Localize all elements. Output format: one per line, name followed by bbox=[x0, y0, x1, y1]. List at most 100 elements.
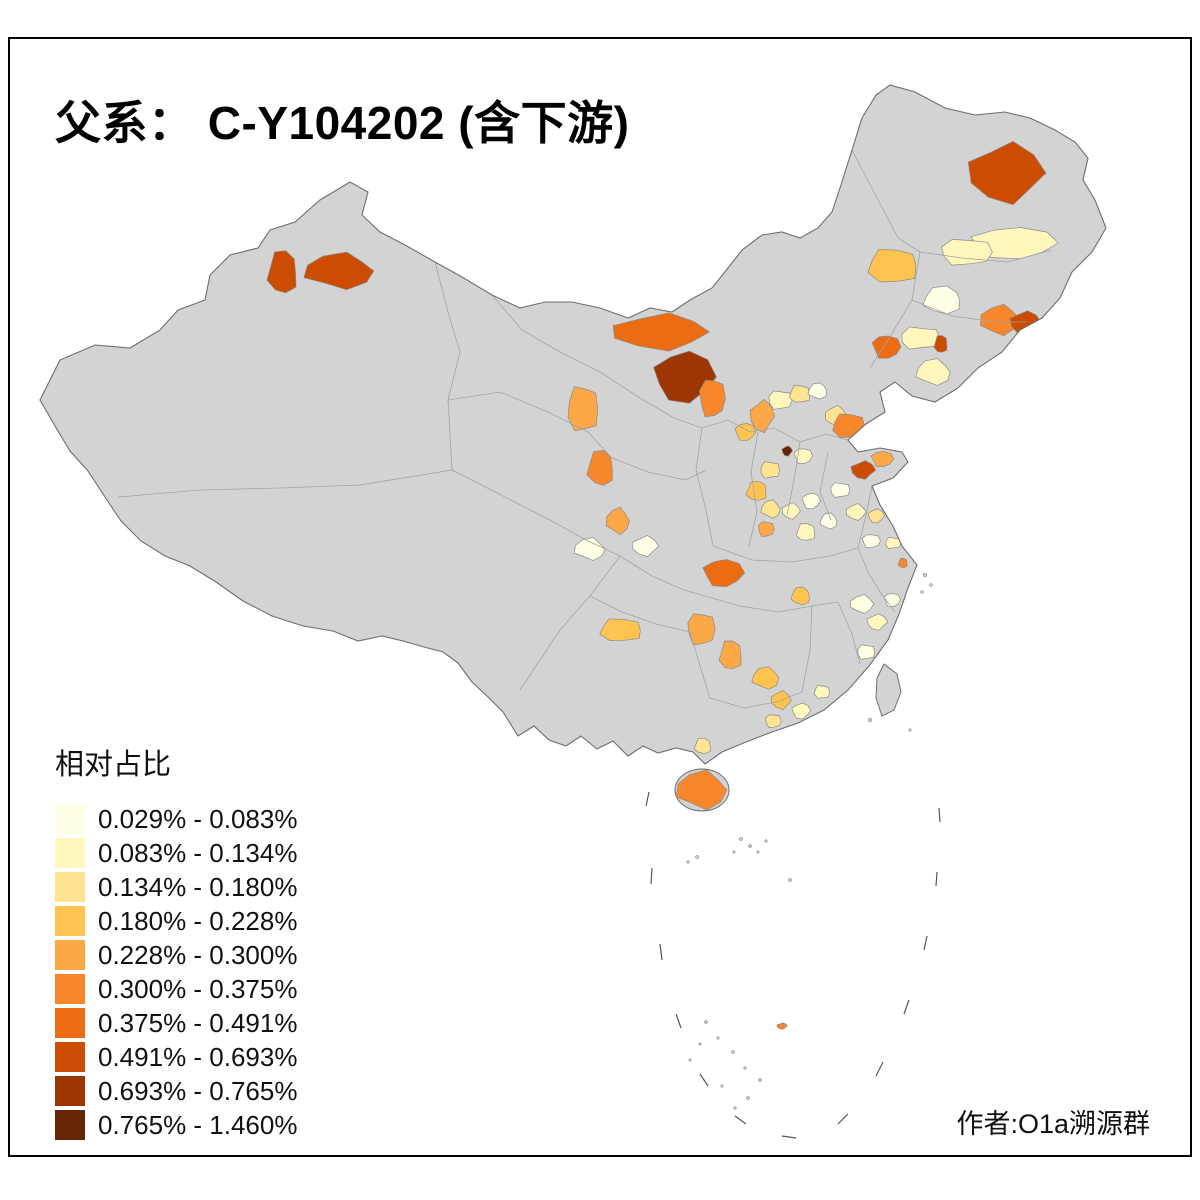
legend-label: 0.765% - 1.460% bbox=[98, 1109, 298, 1140]
region-patch bbox=[870, 451, 895, 467]
legend-row: 0.765% - 1.460% bbox=[55, 1108, 297, 1142]
region-patch bbox=[832, 413, 865, 438]
island-dot bbox=[688, 1058, 692, 1062]
region-patch bbox=[734, 423, 757, 442]
region-patch bbox=[586, 450, 613, 486]
nine-dash-line-segment bbox=[781, 1135, 797, 1139]
region-patch bbox=[687, 613, 716, 646]
nine-dash-line-segment bbox=[837, 1113, 849, 1125]
island-dot bbox=[756, 850, 760, 854]
region-patch bbox=[933, 335, 948, 353]
region-patch bbox=[788, 385, 810, 403]
region-patch bbox=[866, 613, 889, 631]
region-patch bbox=[631, 535, 660, 557]
legend-label: 0.180% - 0.228% bbox=[98, 905, 298, 936]
legend-label: 0.375% - 0.491% bbox=[98, 1007, 298, 1038]
nine-dash-line-segment bbox=[734, 1115, 747, 1125]
region-patch bbox=[760, 499, 781, 519]
attribution: 作者:O1a溯源群 bbox=[956, 1109, 1150, 1139]
nine-dash-line-segment bbox=[938, 807, 941, 823]
region-patch bbox=[801, 492, 822, 510]
legend-entries: 0.029% - 0.083% 0.083% - 0.134% 0.134% -… bbox=[55, 802, 297, 1142]
south-china-sea-islands bbox=[645, 572, 941, 1139]
legend-row: 0.375% - 0.491% bbox=[55, 1006, 297, 1040]
island-dot bbox=[758, 1078, 762, 1082]
island-dot bbox=[920, 590, 924, 594]
legend-label: 0.083% - 0.134% bbox=[98, 837, 298, 868]
region-patch bbox=[790, 586, 810, 606]
legend-row: 0.180% - 0.228% bbox=[55, 904, 297, 938]
legend-row: 0.491% - 0.693% bbox=[55, 1040, 297, 1074]
legend-swatch bbox=[55, 1042, 85, 1072]
legend-row: 0.228% - 0.300% bbox=[55, 938, 297, 972]
region-patch bbox=[699, 379, 726, 418]
legend-swatch bbox=[55, 1008, 85, 1038]
island-dot bbox=[698, 1042, 702, 1046]
province-borders bbox=[117, 149, 1053, 709]
island-dot bbox=[720, 1084, 724, 1088]
region-patch bbox=[814, 685, 830, 699]
nine-dash-line-segment bbox=[699, 1073, 709, 1087]
region-patch bbox=[830, 482, 851, 498]
region-patch bbox=[867, 508, 886, 524]
legend-label: 0.300% - 0.375% bbox=[98, 973, 298, 1004]
region-patch bbox=[791, 702, 812, 720]
legend-title: 相对占比 bbox=[55, 749, 172, 781]
island-dot bbox=[746, 1096, 750, 1100]
region-patch bbox=[941, 239, 993, 266]
region-patch bbox=[266, 250, 297, 294]
island-dot bbox=[922, 572, 928, 578]
region-patch bbox=[881, 409, 909, 427]
region-patch bbox=[819, 512, 838, 530]
taiwan-island bbox=[875, 663, 902, 717]
legend-row: 0.029% - 0.083% bbox=[55, 802, 297, 836]
region-patch bbox=[599, 618, 641, 641]
island-dot bbox=[733, 1106, 737, 1110]
region-patch bbox=[795, 523, 815, 541]
region-patch bbox=[764, 714, 782, 728]
region-patch bbox=[760, 461, 780, 479]
legend-swatch bbox=[55, 1110, 85, 1140]
region-patches bbox=[266, 140, 1059, 811]
region-patch bbox=[885, 537, 901, 549]
nine-dash-line-segment bbox=[875, 1061, 884, 1077]
region-patch bbox=[612, 312, 711, 352]
region-patch bbox=[915, 358, 951, 386]
region-patch bbox=[758, 521, 775, 537]
legend-row: 0.134% - 0.180% bbox=[55, 870, 297, 904]
region-patch bbox=[861, 534, 881, 548]
region-patch bbox=[702, 559, 746, 588]
region-patch bbox=[675, 769, 728, 811]
island-dot bbox=[739, 837, 743, 841]
region-patch bbox=[567, 386, 599, 432]
island-dot bbox=[695, 855, 699, 859]
region-patch bbox=[605, 506, 630, 536]
legend-label: 0.693% - 0.765% bbox=[98, 1075, 298, 1106]
region-patch bbox=[781, 445, 793, 457]
region-patch bbox=[776, 1022, 788, 1030]
legend-swatch bbox=[55, 1076, 85, 1106]
region-patch bbox=[718, 640, 742, 670]
island-dot bbox=[788, 878, 792, 882]
region-patch bbox=[745, 481, 767, 501]
island-dot bbox=[732, 850, 736, 854]
region-patch bbox=[967, 140, 1047, 206]
region-patch bbox=[303, 251, 375, 291]
region-patch bbox=[781, 502, 801, 520]
legend-swatch bbox=[55, 940, 85, 970]
region-patch bbox=[871, 335, 902, 359]
legend-row: 0.693% - 0.765% bbox=[55, 1074, 297, 1108]
nine-dash-line-segment bbox=[650, 867, 653, 885]
region-patch bbox=[867, 248, 917, 283]
nine-dash-line-segment bbox=[903, 999, 910, 1015]
region-patch bbox=[751, 666, 779, 690]
island-dot bbox=[908, 728, 912, 732]
region-patch bbox=[749, 398, 776, 434]
island-dot bbox=[867, 717, 873, 723]
region-patch bbox=[845, 503, 867, 521]
national-border-outline bbox=[39, 84, 1107, 765]
region-patch bbox=[807, 382, 827, 400]
nine-dash-line-segment bbox=[659, 943, 663, 961]
island-dot bbox=[716, 1036, 720, 1040]
